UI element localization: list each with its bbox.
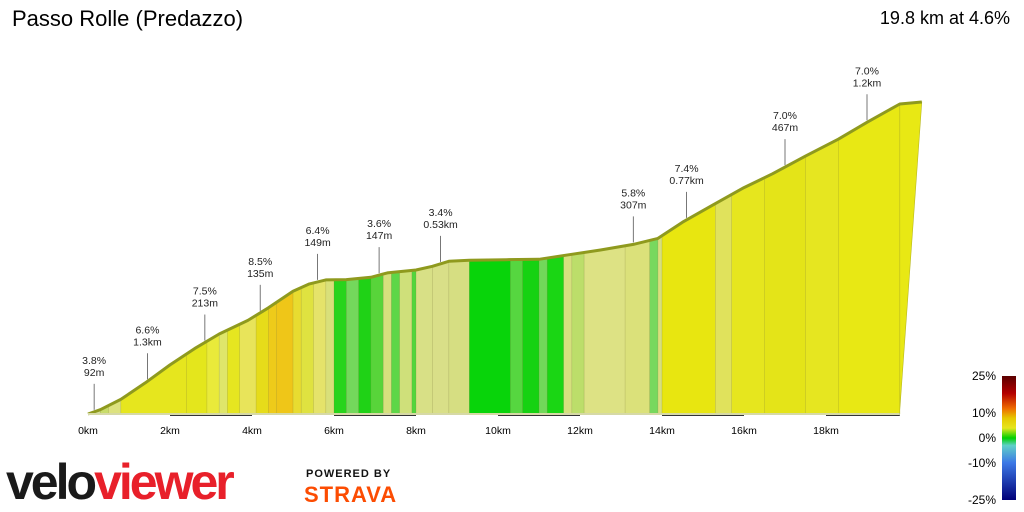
gradient-segment <box>383 104 392 414</box>
gradient-segment <box>293 104 302 414</box>
legend-label: 10% <box>972 406 996 420</box>
gradient-segment <box>584 104 626 414</box>
gradient-segment <box>563 104 573 414</box>
legend-label: -25% <box>968 493 996 507</box>
gradient-segment <box>448 104 470 414</box>
x-tick-label: 6km <box>324 425 344 437</box>
gradient-segment <box>256 104 269 414</box>
gradient-segment <box>416 104 433 414</box>
gradient-segment <box>715 104 733 414</box>
gradient-segment <box>108 104 122 414</box>
gradient-segments <box>88 104 900 414</box>
gradient-segment <box>391 104 401 414</box>
legend-label: 0% <box>979 431 997 445</box>
annotation-length: 0.77km <box>669 175 704 187</box>
gradient-legend: 25% 10% 0% -10% -25% <box>968 369 1016 507</box>
annotation-grade: 7.5% <box>193 286 217 298</box>
annotation-length: 147m <box>366 230 393 242</box>
gradient-segment <box>186 104 208 414</box>
annotation-grade: 7.0% <box>855 65 879 77</box>
x-tick-label: 10km <box>485 425 511 437</box>
gradient-segment <box>838 104 900 414</box>
gradient-segment <box>239 104 257 414</box>
gradient-segment <box>325 104 335 414</box>
gradient-segment <box>206 104 220 414</box>
annotation-grade: 5.8% <box>621 187 645 199</box>
annotation-length: 0.53km <box>423 219 458 231</box>
powered-by-label: POWERED BY <box>306 468 392 480</box>
gradient-annotations: 3.8%92m 6.6%1.3km 7.5%213m 8.5%135m 6.4%149m… <box>82 65 882 410</box>
gradient-segment <box>539 104 548 414</box>
gradient-segment <box>227 104 241 414</box>
x-tick-label: 8km <box>406 425 426 437</box>
profile-end-face <box>899 101 923 414</box>
legend-label: 25% <box>972 369 996 383</box>
x-tick-label: 18km <box>813 425 839 437</box>
x-tick-label: 14km <box>649 425 675 437</box>
x-tick-label: 0km <box>78 425 98 437</box>
profile-outline <box>87 100 922 416</box>
gradient-segment <box>120 104 187 414</box>
gradient-segment <box>346 104 360 414</box>
gradient-segment <box>510 104 524 414</box>
gradient-segment <box>313 104 327 414</box>
x-tick-label: 2km <box>160 425 180 437</box>
annotation-grade: 6.6% <box>135 324 159 336</box>
annotation-length: 1.2km <box>853 77 882 89</box>
gradient-segment <box>731 104 766 414</box>
legend-colorbar <box>1002 376 1016 500</box>
gradient-segment <box>301 104 315 414</box>
gradient-segment <box>625 104 651 414</box>
gradient-segment <box>358 104 372 414</box>
annotation-length: 213m <box>192 298 219 310</box>
annotation-length: 467m <box>772 122 799 134</box>
x-tick-label: 16km <box>731 425 757 437</box>
page-title: Passo Rolle (Predazzo) <box>12 6 244 31</box>
strava-logo: STRAVA <box>304 482 398 507</box>
annotation-length: 1.3km <box>133 336 162 348</box>
annotation-length: 135m <box>247 268 274 280</box>
gradient-segment <box>370 104 384 414</box>
gradient-segment <box>662 104 716 414</box>
annotation-grade: 6.4% <box>306 225 330 237</box>
climb-summary: 19.8 km at 4.6% <box>879 8 1010 28</box>
annotation-length: 307m <box>620 199 647 211</box>
annotation-grade: 7.0% <box>773 110 797 122</box>
x-tick-label: 12km <box>567 425 593 437</box>
gradient-segment <box>399 104 413 414</box>
x-tick-label: 4km <box>242 425 262 437</box>
gradient-segment <box>657 104 663 414</box>
annotation-grade: 3.6% <box>367 218 391 230</box>
annotation-grade: 3.4% <box>429 207 453 219</box>
x-axis-ticks: 0km 2km 4km 6km 8km 10km 12km 14km 16km 18km <box>78 425 839 437</box>
annotation-grade: 8.5% <box>248 256 272 268</box>
gradient-segment <box>334 104 347 414</box>
annotation-grade: 3.8% <box>82 355 106 367</box>
gradient-segment <box>547 104 565 414</box>
veloviewer-logo: veloviewer <box>6 454 235 510</box>
annotation-length: 92m <box>84 367 105 379</box>
gradient-segment <box>219 104 228 414</box>
annotation-length: 149m <box>304 237 331 249</box>
gradient-segment <box>276 104 294 414</box>
gradient-segment <box>268 104 278 414</box>
gradient-segment <box>805 104 839 414</box>
annotation-grade: 7.4% <box>675 163 699 175</box>
gradient-segment <box>649 104 659 414</box>
gradient-segment <box>469 104 511 414</box>
gradient-segment <box>522 104 540 414</box>
legend-label: -10% <box>968 456 996 470</box>
